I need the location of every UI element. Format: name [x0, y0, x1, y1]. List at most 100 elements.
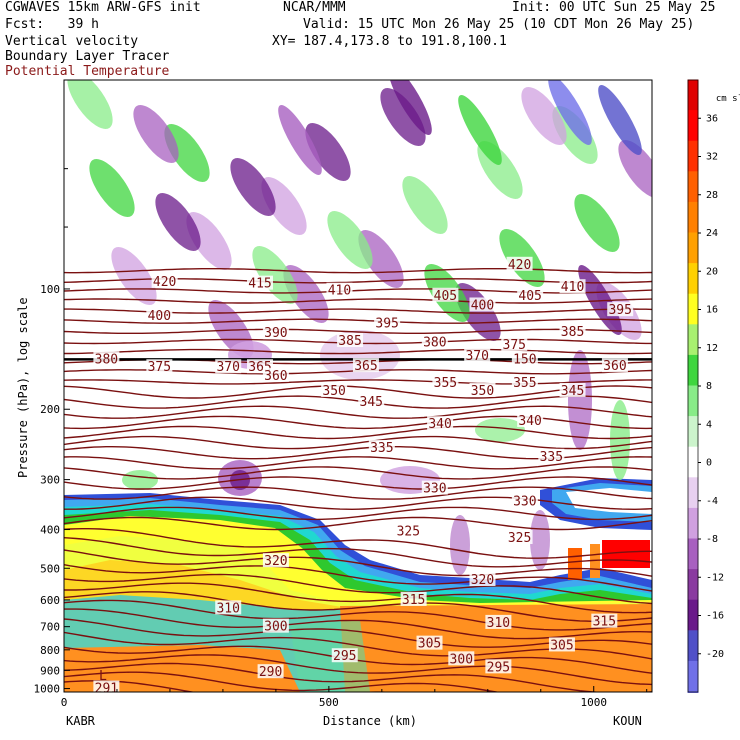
theta-contour: [64, 564, 652, 592]
wave-blob: [521, 87, 567, 145]
theta-label-bg: [511, 375, 538, 390]
theta-label-bg: [607, 302, 634, 317]
colorbar-tick-label: 24: [706, 228, 718, 239]
theta-label-bg: [215, 600, 242, 615]
theta-contour: [64, 456, 652, 470]
colorbar-swatch: [687, 324, 699, 357]
colorbar-tick-label: 16: [706, 305, 718, 316]
theta-contour: [64, 680, 399, 692]
theta-label-bg: [352, 358, 379, 373]
theta-label: 405: [518, 289, 541, 304]
colorbar-swatch: [687, 110, 699, 143]
wave-blob: [574, 194, 620, 252]
y-tick-label: 500: [40, 562, 60, 575]
potential-temperature-labels: 420 415 410 405 420 405 410 400 400 395 395 390 385 3…: [93, 256, 634, 697]
colorbar-unit-label: cm s: [715, 94, 738, 104]
theta-label: 340: [428, 417, 451, 432]
theta-label-bg: [151, 273, 178, 288]
theta-label-bg: [485, 659, 512, 674]
theta-label: 340: [518, 414, 541, 429]
theta-contour: [64, 591, 652, 622]
theta-label-bg: [93, 351, 120, 366]
theta-label: 320: [471, 573, 494, 588]
theta-label-bg: [591, 613, 618, 628]
colorbar-swatch: [687, 507, 699, 540]
y-tick-label: 200: [40, 403, 60, 416]
theta-label: 375: [148, 360, 171, 375]
theta-label-bg: [321, 382, 348, 397]
theta-label-bg: [262, 553, 289, 568]
theta-label: 315: [402, 593, 425, 608]
theta-label: 290: [259, 665, 282, 680]
wave-blob: [111, 247, 157, 305]
theta-label-bg: [215, 359, 242, 374]
theta-label-bg: [469, 382, 496, 397]
theta-contour: [64, 288, 652, 294]
wave-blob: [230, 158, 276, 216]
theta-contour: [64, 415, 652, 430]
wave-blob: [455, 283, 501, 341]
colorbar-swatch: [687, 354, 699, 387]
theta-contour: [64, 528, 652, 559]
theta-label: 360: [264, 369, 287, 384]
theta-label: 325: [397, 525, 420, 540]
wave-blob: [283, 265, 329, 323]
wave-blob: [186, 212, 232, 270]
theta-label-bg: [358, 394, 385, 409]
theta-label: 395: [608, 303, 631, 318]
wave-blob: [327, 211, 373, 269]
colorbar-tick-label: 4: [706, 419, 712, 430]
theta-label-bg: [427, 416, 454, 431]
theta-contour: [64, 516, 652, 531]
theta-label-bg: [501, 336, 528, 351]
theta-label: 365: [354, 359, 377, 374]
low-marker: L: [99, 669, 107, 684]
field-potential-temperature: Potential Temperature: [5, 64, 170, 79]
theta-contour: [64, 435, 652, 450]
colorbar-swatch: [687, 477, 699, 510]
theta-label-bg: [416, 635, 443, 650]
xy-coordinates: XY= 187.4,173.8 to 191.8,100.1: [272, 34, 507, 49]
colorbar-swatch: [687, 660, 699, 694]
theta-label: 420: [508, 258, 531, 273]
theta-label: 330: [423, 482, 446, 497]
y-axis-label: Pressure (hPa), log scale: [16, 297, 30, 478]
theta-label-bg: [538, 448, 565, 463]
theta-label: 390: [264, 326, 287, 341]
theta-label: 345: [561, 384, 584, 399]
theta-label-bg: [511, 493, 538, 508]
colorbar-tick-label: -4: [706, 496, 718, 507]
theta-label: 295: [487, 660, 510, 675]
theta-label: 150: [513, 352, 536, 367]
theta-contour: [64, 573, 652, 605]
theta-label: 320: [264, 554, 287, 569]
colorbar-swatch: [687, 79, 699, 112]
y-tick-label: 400: [40, 524, 60, 537]
theta-label: 335: [540, 450, 563, 465]
theta-label: 410: [561, 280, 584, 295]
theta-label: 370: [216, 360, 239, 375]
theta-label-bg: [146, 308, 173, 323]
theta-label: 310: [216, 601, 239, 616]
theta-label: 405: [434, 289, 457, 304]
theta-label-bg: [506, 256, 533, 271]
theta-contour: [64, 662, 652, 692]
theta-contour: [64, 348, 652, 355]
colorbar-tick-label: -20: [706, 649, 724, 660]
theta-label: 355: [434, 376, 457, 391]
theta-label: 385: [338, 334, 361, 349]
theta-contour: [64, 549, 652, 577]
wave-blob: [402, 176, 448, 234]
theta-label-bg: [517, 287, 544, 302]
theta-label-bg: [326, 282, 353, 297]
theta-label: 305: [550, 638, 573, 653]
theta-label-bg: [559, 279, 586, 294]
theta-contour: [64, 582, 652, 614]
theta-label-bg: [262, 618, 289, 633]
theta-label-bg: [432, 375, 459, 390]
wave-blob: [305, 123, 351, 181]
theta-label-bg: [548, 637, 575, 652]
theta-label-bg: [262, 325, 289, 340]
colorbar-swatch: [687, 416, 699, 449]
theta-label: 415: [248, 277, 271, 292]
